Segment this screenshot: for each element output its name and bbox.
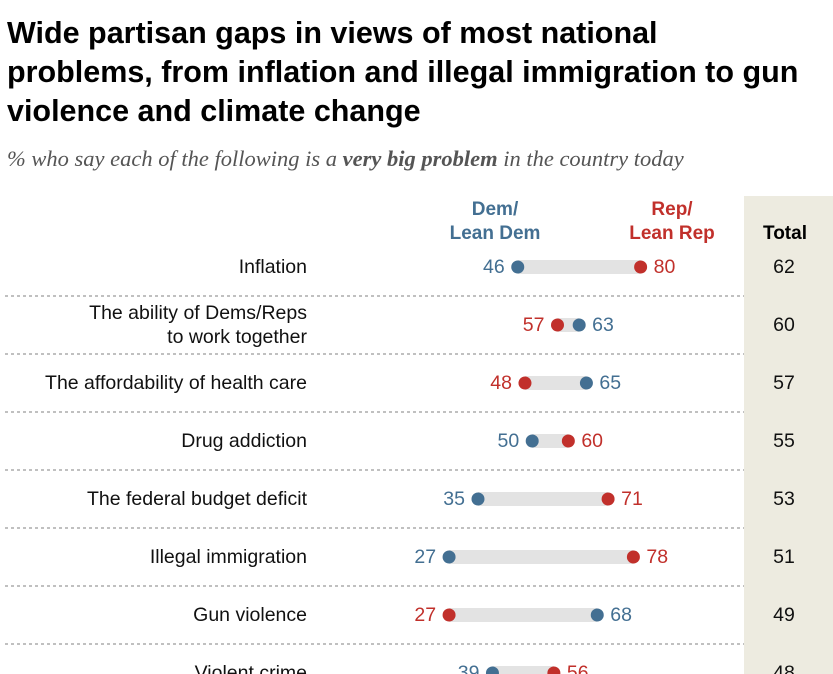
subtitle-emphasis: very big problem bbox=[342, 146, 498, 171]
row-5-rep-value: 78 bbox=[646, 546, 668, 568]
row-7-rep-dot bbox=[547, 666, 561, 674]
row-0-rep-dot bbox=[634, 260, 648, 274]
row-2-rep-dot bbox=[518, 376, 532, 390]
row-2-total-value: 57 bbox=[773, 372, 795, 394]
row-2-dem-value: 65 bbox=[599, 372, 621, 394]
row-2-dem-dot bbox=[579, 376, 593, 390]
chart-subtitle: % who say each of the following is a ver… bbox=[7, 146, 833, 172]
row-6-label-line-0: Gun violence bbox=[193, 604, 307, 626]
row-7-label-line-0: Violent crime bbox=[195, 662, 307, 674]
row-3-dem-dot bbox=[525, 434, 539, 448]
row-0-gap-bar bbox=[517, 260, 641, 274]
row-6-rep-dot bbox=[442, 608, 456, 622]
row-0-dem-value: 46 bbox=[483, 256, 505, 278]
row-4-total-value: 53 bbox=[773, 488, 795, 510]
row-1-dem-value: 63 bbox=[592, 314, 614, 336]
row-3-gap-bar bbox=[532, 434, 569, 448]
row-1-rep-dot bbox=[550, 318, 564, 332]
chart-title: Wide partisan gaps in views of most nati… bbox=[7, 16, 799, 128]
row-4-label-line-0: The federal budget deficit bbox=[87, 488, 308, 510]
legend-rep-line1: Rep/ bbox=[651, 199, 693, 220]
legend-dem-line2: Lean Dem bbox=[449, 223, 541, 244]
total-column-header: Total bbox=[763, 223, 807, 244]
row-1-rep-value: 57 bbox=[523, 314, 545, 336]
row-7-dem-dot bbox=[485, 666, 499, 674]
row-5-label-line-0: Illegal immigration bbox=[150, 546, 307, 568]
row-7-gap-bar bbox=[492, 666, 554, 674]
legend-dem-line1: Dem/ bbox=[471, 199, 519, 220]
row-5-total-value: 51 bbox=[773, 546, 795, 568]
row-5-dem-value: 27 bbox=[414, 546, 436, 568]
row-5-dem-dot bbox=[442, 550, 456, 564]
row-3-label-line-0: Drug addiction bbox=[181, 430, 307, 452]
row-5-rep-dot bbox=[626, 550, 640, 564]
row-7-dem-value: 39 bbox=[458, 662, 480, 674]
row-4-gap-bar bbox=[477, 492, 609, 506]
row-0-rep-value: 80 bbox=[654, 256, 676, 278]
row-4-dem-value: 35 bbox=[443, 488, 465, 510]
row-4-rep-dot bbox=[601, 492, 615, 506]
row-1-total-value: 60 bbox=[773, 314, 795, 336]
row-3-total-value: 55 bbox=[773, 430, 795, 452]
row-6-dem-value: 68 bbox=[610, 604, 632, 626]
row-6-total-value: 49 bbox=[773, 604, 795, 626]
row-1-label-line-1: to work together bbox=[167, 326, 307, 348]
row-0-dem-dot bbox=[511, 260, 525, 274]
row-4-rep-value: 71 bbox=[621, 488, 643, 510]
row-1-dem-dot bbox=[572, 318, 586, 332]
row-6-gap-bar bbox=[449, 608, 598, 622]
row-6-dem-dot bbox=[590, 608, 604, 622]
row-4-dem-dot bbox=[471, 492, 485, 506]
row-5-gap-bar bbox=[449, 550, 634, 564]
subtitle-prefix: % who say each of the following is a bbox=[7, 146, 343, 171]
row-7-total-value: 48 bbox=[773, 662, 795, 674]
row-2-gap-bar bbox=[524, 376, 587, 390]
row-2-rep-value: 48 bbox=[490, 372, 512, 394]
row-2-label-line-0: The affordability of health care bbox=[45, 372, 307, 394]
legend-rep-line2: Lean Rep bbox=[629, 223, 715, 244]
row-6-rep-value: 27 bbox=[414, 604, 436, 626]
legend-rep-header: Rep/ Lean Rep bbox=[597, 198, 747, 246]
row-0-label-line-0: Inflation bbox=[239, 256, 307, 278]
row-3-rep-value: 60 bbox=[581, 430, 603, 452]
total-column-band bbox=[744, 196, 833, 674]
row-1-label-line-0: The ability of Dems/Reps bbox=[89, 302, 307, 324]
subtitle-suffix: in the country today bbox=[497, 146, 684, 171]
row-7-rep-value: 56 bbox=[567, 662, 589, 674]
legend-dem-header: Dem/ Lean Dem bbox=[425, 198, 565, 246]
row-0-total-value: 62 bbox=[773, 256, 795, 278]
row-3-rep-dot bbox=[561, 434, 575, 448]
row-3-dem-value: 50 bbox=[497, 430, 519, 452]
